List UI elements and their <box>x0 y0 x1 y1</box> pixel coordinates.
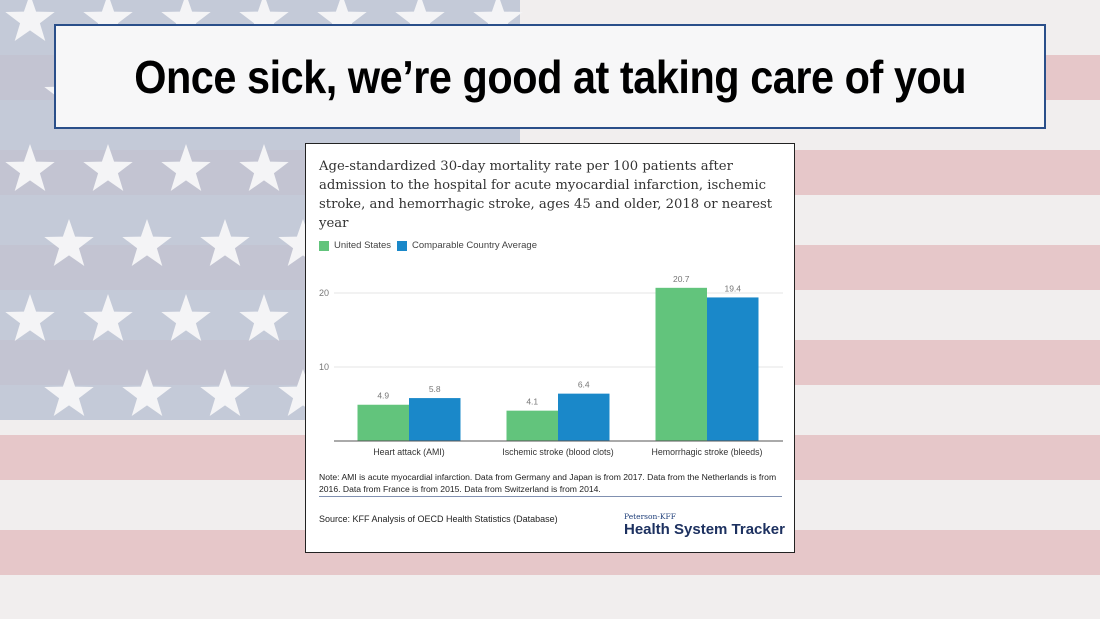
data-label: 5.8 <box>429 384 441 394</box>
flag-star-icon <box>122 369 172 416</box>
flag-star-icon <box>5 294 55 341</box>
flag-star-icon <box>161 294 211 341</box>
flag-star-icon <box>395 0 445 41</box>
bar-us <box>655 287 707 441</box>
flag-star-icon <box>278 369 328 416</box>
data-label: 4.1 <box>526 397 538 407</box>
bar-comparable <box>409 398 461 441</box>
bar-chart: 10 20 4.9 5.8 Heart attack (AMI) 4.1 6.4 Ischem… <box>319 274 783 457</box>
flag-star-icon <box>239 294 289 341</box>
legend-label: Comparable Country Average <box>412 240 537 251</box>
bar-us <box>506 410 558 441</box>
flag-star-icon <box>83 0 133 41</box>
brand-logo-small: Peterson-KFF <box>624 512 676 521</box>
data-label: 20.7 <box>673 274 690 284</box>
legend-label: United States <box>334 240 392 251</box>
legend-swatch <box>319 240 329 251</box>
flag-star-icon <box>473 0 523 41</box>
chart-card: Age-standardized 30-day mortality rate p… <box>305 143 795 553</box>
y-tick-label: 10 <box>319 362 329 372</box>
flag-star-icon <box>239 0 289 41</box>
flag-star-icon <box>44 219 94 266</box>
legend-swatch <box>397 240 407 251</box>
legend-item-comparable-country-average: Comparable Country Average <box>397 240 537 251</box>
chart-source: Source: KFF Analysis of OECD Health Stat… <box>319 514 558 524</box>
data-label: 19.4 <box>724 283 741 293</box>
flag-star-icon <box>83 294 133 341</box>
x-tick-label: Heart attack (AMI) <box>373 447 444 457</box>
bar-comparable <box>707 297 759 441</box>
flag-star-icon <box>5 0 55 41</box>
flag-star-icon <box>278 219 328 266</box>
flag-star-icon <box>317 0 367 41</box>
flag-star-icon <box>44 369 94 416</box>
flag-star-icon <box>200 219 250 266</box>
chart-note: Note: AMI is acute myocardial infarction… <box>319 472 777 494</box>
flag-star-icon <box>83 144 133 191</box>
data-label: 6.4 <box>578 380 590 390</box>
data-label: 4.9 <box>377 391 389 401</box>
flag-star-icon <box>122 219 172 266</box>
x-tick-label: Hemorrhagic stroke (bleeds) <box>652 447 763 457</box>
bar-us <box>357 404 409 441</box>
y-tick-label: 20 <box>319 288 329 298</box>
legend-item-united-states: United States <box>319 240 391 251</box>
flag-star-icon <box>161 144 211 191</box>
flag-star-icon <box>200 369 250 416</box>
slide-title: Once sick, we’re good at taking care of … <box>134 50 966 103</box>
x-tick-label: Ischemic stroke (blood clots) <box>502 447 614 457</box>
bar-comparable <box>558 393 610 441</box>
flag-star-icon <box>161 0 211 41</box>
flag-star-icon <box>5 144 55 191</box>
slide-title-box: Once sick, we’re good at taking care of … <box>54 24 1046 129</box>
chart-title: Age-standardized 30-day mortality rate p… <box>319 159 773 231</box>
brand-logo: Health System Tracker <box>624 521 785 538</box>
flag-star-icon <box>239 144 289 191</box>
divider <box>319 496 782 497</box>
